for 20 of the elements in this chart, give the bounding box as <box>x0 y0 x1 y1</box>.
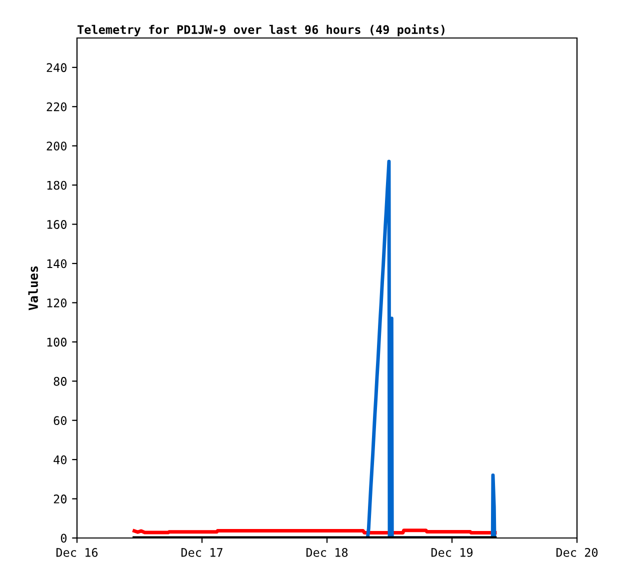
y-tick-label: 220 <box>46 102 67 112</box>
x-tick-label: Dec 18 <box>306 548 348 557</box>
y-tick-label: 160 <box>47 220 67 229</box>
y-tick-label: 200 <box>46 142 67 151</box>
y-tick-label: 20 <box>54 494 67 504</box>
y-tick-label: 140 <box>47 259 67 268</box>
y-tick-label: 40 <box>54 455 67 464</box>
y-tick-label: 240 <box>46 63 67 72</box>
y-axis-title: Values <box>28 266 38 310</box>
y-tick-label: 120 <box>47 298 67 308</box>
x-tick-label: Dec 20 <box>556 548 598 557</box>
y-tick-label: 180 <box>47 180 67 190</box>
x-tick-label: Dec 16 <box>56 548 98 557</box>
y-tick-label: 80 <box>54 376 67 386</box>
x-tick-label: Dec 17 <box>181 548 222 557</box>
chart-title: Telemetry for PD1JW-9 over last 96 hours (49 points) <box>78 24 444 36</box>
y-tick-label: 100 <box>47 338 67 347</box>
x-tick-label: Dec 19 <box>431 548 473 557</box>
y-tick-label: 60 <box>54 416 67 426</box>
y-tick-label: 0 <box>60 534 67 543</box>
